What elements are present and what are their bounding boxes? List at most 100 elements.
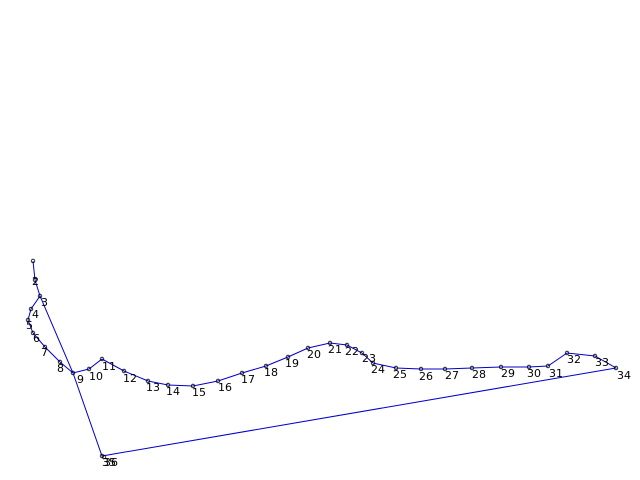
node-marker xyxy=(370,360,376,366)
profile-outline-line xyxy=(27,260,618,457)
node-marker xyxy=(327,340,333,346)
node-label: 2 xyxy=(32,275,39,288)
node-15: 15 xyxy=(190,383,206,399)
node-label: 17 xyxy=(241,373,255,386)
node-1 xyxy=(30,258,36,264)
node-6: 6 xyxy=(30,330,40,345)
node-label: 5 xyxy=(26,319,33,332)
node-marker xyxy=(239,370,245,376)
node-21: 21 xyxy=(327,340,342,356)
node-label: 14 xyxy=(166,385,180,398)
node-label: 11 xyxy=(102,360,116,373)
node-label: 35 xyxy=(102,456,116,469)
node-marker xyxy=(359,350,365,356)
node-3: 3 xyxy=(37,293,48,309)
node-marker xyxy=(28,306,34,312)
node-5: 5 xyxy=(25,317,33,332)
node-label: 6 xyxy=(33,332,40,345)
node-label: 19 xyxy=(285,357,299,370)
node-label: 13 xyxy=(146,381,160,394)
node-17: 17 xyxy=(239,370,255,386)
node-label: 21 xyxy=(328,343,342,356)
node-label: 22 xyxy=(345,345,359,358)
node-marker xyxy=(215,378,221,384)
node-marker xyxy=(344,342,350,348)
node-marker xyxy=(30,258,36,264)
node-29: 29 xyxy=(498,364,515,380)
node-marker xyxy=(442,366,448,372)
node-marker xyxy=(57,359,63,365)
node-label: 28 xyxy=(472,368,486,381)
node-2: 2 xyxy=(32,275,39,288)
node-marker xyxy=(469,365,475,371)
node-marker xyxy=(190,383,196,389)
node-7: 7 xyxy=(41,344,48,359)
node-marker xyxy=(498,364,504,370)
node-marker xyxy=(30,330,36,336)
node-12: 12 xyxy=(121,368,137,385)
node-10: 10 xyxy=(86,366,103,383)
node-label: 9 xyxy=(77,373,84,386)
node-30: 30 xyxy=(526,364,541,380)
node-marker xyxy=(32,277,38,283)
node-34: 34 xyxy=(613,365,631,382)
node-24: 24 xyxy=(370,360,385,376)
node-marker xyxy=(564,350,570,356)
node-25: 25 xyxy=(393,365,407,381)
node-marker xyxy=(42,344,48,350)
node-label: 27 xyxy=(445,369,459,382)
node-marker xyxy=(305,345,311,351)
node-marker xyxy=(101,454,107,460)
node-marker xyxy=(25,317,31,323)
node-marker xyxy=(393,365,399,371)
node-marker xyxy=(99,356,105,362)
node-marker xyxy=(613,365,619,371)
node-18: 18 xyxy=(263,363,278,379)
node-marker xyxy=(145,378,151,384)
node-marker xyxy=(37,293,43,299)
node-32: 32 xyxy=(564,350,581,366)
node-label: 8 xyxy=(57,362,64,375)
node-marker xyxy=(121,368,127,374)
node-8: 8 xyxy=(57,359,64,375)
node-31: 31 xyxy=(545,363,563,380)
node-27: 27 xyxy=(442,366,459,382)
node-9: 9 xyxy=(70,370,84,386)
node-label: 34 xyxy=(617,369,631,382)
node-marker xyxy=(526,364,532,370)
node-marker xyxy=(86,366,92,372)
node-14: 14 xyxy=(165,382,180,398)
node-label: 15 xyxy=(192,386,206,399)
node-label: 30 xyxy=(527,367,541,380)
node-marker xyxy=(418,366,424,372)
node-28: 28 xyxy=(469,365,486,381)
node-20: 20 xyxy=(305,345,321,361)
node-19: 19 xyxy=(285,354,299,370)
node-26: 26 xyxy=(418,366,433,383)
node-22: 22 xyxy=(344,342,359,358)
node-4: 4 xyxy=(28,306,39,321)
node-label: 16 xyxy=(218,381,232,394)
node-label: 25 xyxy=(393,368,407,381)
node-label: 29 xyxy=(501,367,515,380)
node-marker xyxy=(263,363,269,369)
node-11: 11 xyxy=(99,356,116,373)
node-label: 32 xyxy=(567,353,581,366)
node-label: 26 xyxy=(419,370,433,383)
node-label: 23 xyxy=(362,352,376,365)
node-label: 20 xyxy=(307,348,321,361)
node-marker xyxy=(165,382,171,388)
node-23: 23 xyxy=(359,350,376,365)
node-label: 12 xyxy=(123,372,137,385)
node-label: 24 xyxy=(371,363,385,376)
node-marker xyxy=(70,370,76,376)
node-label: 31 xyxy=(549,367,563,380)
node-13: 13 xyxy=(145,378,160,394)
node-label: 3 xyxy=(41,296,48,309)
node-33: 33 xyxy=(592,353,609,369)
node-marker xyxy=(545,363,551,369)
node-label: 4 xyxy=(32,308,39,321)
node-marker xyxy=(592,353,598,359)
